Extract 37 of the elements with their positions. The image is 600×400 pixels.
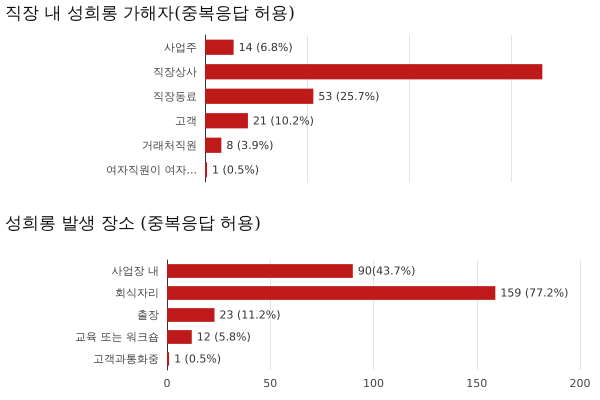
y-tick-label: 직장상사	[153, 65, 197, 78]
data-label: 8 (3.9%)	[226, 138, 274, 152]
bar	[205, 64, 542, 80]
bar	[205, 138, 222, 153]
y-tick-label: 사업주	[164, 40, 197, 54]
y-tick-label: 거래처직원	[142, 138, 197, 152]
y-tick-label: 회식자리	[115, 286, 159, 300]
data-label: 53 (25.7%)	[318, 90, 380, 103]
bar	[167, 264, 353, 278]
x-tick-label: 200	[570, 377, 590, 390]
data-label: 12 (5.8%)	[196, 330, 251, 344]
x-tick-label: 100	[363, 377, 384, 390]
data-label: 21 (10.2%)	[252, 114, 314, 128]
y-tick-label: 여자직원이 여자...	[106, 163, 197, 176]
data-label: 14 (6.8%)	[238, 40, 293, 54]
bar	[167, 286, 496, 300]
chart-title: 성희롱 발생 장소 (중복응답 허용)	[5, 214, 261, 234]
bar	[205, 88, 314, 104]
data-label: 1 (0.5%)	[212, 163, 260, 176]
bar	[205, 40, 234, 55]
data-label: 159 (77.2%)	[500, 286, 568, 300]
y-tick-label: 교육 또는 워크숍	[75, 330, 159, 344]
y-tick-label: 출장	[137, 308, 159, 322]
y-tick-label: 고객	[175, 114, 197, 128]
bar	[205, 113, 248, 128]
data-label: 23 (11.2%)	[219, 308, 281, 322]
y-tick-label: 직장동료	[153, 90, 197, 103]
data-label: 90(43.7%)	[358, 264, 416, 278]
y-tick-label: 고객과통화중	[93, 352, 159, 366]
data-label: 1 (0.5%)	[174, 352, 222, 366]
bar	[167, 308, 214, 322]
x-tick-label: 0	[164, 377, 170, 390]
chart-title: 직장 내 성희롱 가해자(중복응답 허용)	[5, 4, 295, 24]
bar	[167, 330, 192, 344]
y-tick-label: 사업장 내	[112, 264, 159, 278]
x-tick-label: 150	[466, 377, 488, 390]
x-tick-label: 50	[263, 377, 278, 390]
